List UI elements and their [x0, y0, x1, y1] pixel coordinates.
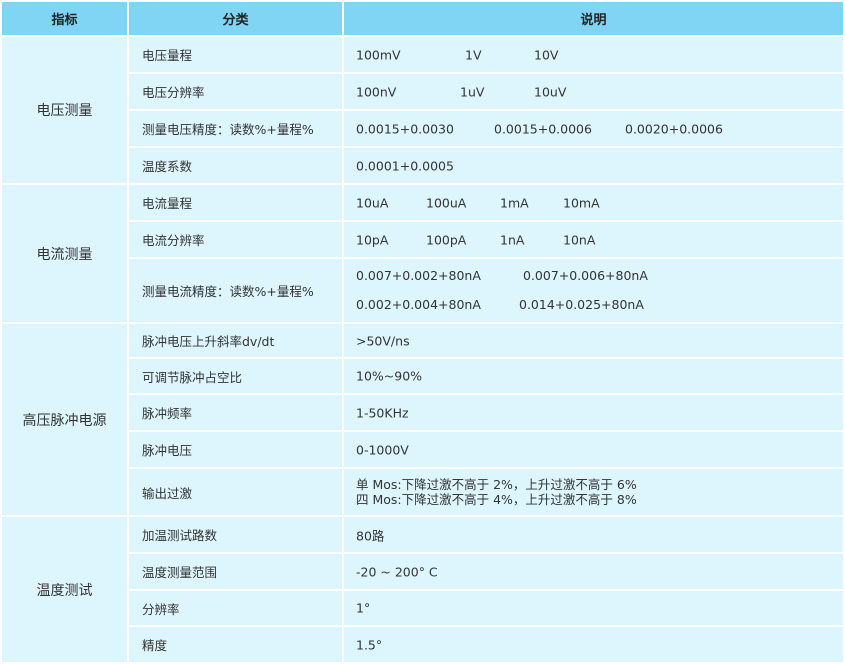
value: 100pA — [426, 232, 467, 247]
description: 1-50KHz — [342, 393, 845, 432]
description: 10uA 100uA 1mA 10mA — [342, 183, 845, 222]
value: 0.0020+0.0006 — [625, 121, 723, 136]
table-row: 电流分辨率 10pA 100pA 1nA 10nA — [1, 220, 845, 259]
category: 电流量程 — [127, 183, 344, 222]
category: 加温测试路数 — [127, 515, 344, 554]
category: 温度系数 — [127, 146, 344, 185]
table-row: 脉冲电压 0-1000V — [1, 430, 845, 469]
value: 1.5° — [356, 637, 383, 652]
value: 0-1000V — [356, 442, 409, 457]
table-row: 温度测量范围 -20 ~ 200° C — [1, 552, 845, 591]
value: 0.007+0.006+80nA — [523, 268, 648, 283]
category: 温度测量范围 — [127, 552, 344, 591]
description: 0-1000V — [342, 430, 845, 469]
table-row: 电流测量 电流量程 10uA 100uA 1mA 10mA — [0, 183, 845, 324]
header-indicator: 指标 — [0, 0, 129, 37]
description: >50V/ns — [342, 322, 845, 359]
category: 脉冲电压 — [127, 430, 344, 469]
value: 100nV — [356, 84, 397, 99]
table-row: 温度测试 加温测试路数 80路 — [0, 515, 845, 664]
description: 10%~90% — [342, 357, 845, 395]
table-row: 脉冲频率 1-50KHz — [1, 393, 845, 432]
value: 1° — [356, 600, 371, 616]
category: 电压量程 — [127, 35, 344, 74]
value: -20 ~ 200° C — [356, 564, 438, 579]
value: 0.0015+0.0030 — [356, 121, 454, 136]
category: 测量电压精度：读数%+量程% — [127, 109, 344, 148]
value: 0.002+0.004+80nA — [356, 297, 481, 312]
table-row: 电压测量 电压量程 100mV 1V 10V — [0, 35, 845, 185]
value: 10mA — [563, 195, 600, 210]
table-row: 输出过激 单 Mos:下降过激不高于 2%，上升过激不高于 6% 四 Mos:下… — [1, 467, 845, 517]
category: 电流分辨率 — [127, 220, 344, 259]
description: 0.0015+0.0030 0.0015+0.0006 0.0020+0.000… — [342, 109, 845, 148]
group-temperature: 温度测试 — [0, 515, 129, 664]
description: 10pA 100pA 1nA 10nA — [342, 220, 845, 259]
description: 100nV 1uV 10uV — [342, 72, 845, 111]
description: 0.007+0.002+80nA 0.007+0.006+80nA 0.002+… — [342, 257, 845, 324]
value: 10%~90% — [356, 368, 423, 384]
table-row: 电压分辨率 100nV 1uV 10uV — [1, 72, 845, 111]
table-row: 分辨率 1° — [1, 589, 845, 627]
description: 100mV 1V 10V — [342, 35, 845, 74]
value: 1V — [465, 47, 482, 62]
value: 1nA — [500, 232, 525, 247]
description: 1.5° — [342, 625, 845, 664]
header-row: 指标 分类 说明 — [0, 0, 845, 37]
value: 0.0015+0.0006 — [494, 121, 592, 136]
category: 可调节脉冲占空比 — [127, 357, 344, 395]
header-category: 分类 — [127, 0, 344, 37]
description: 0.0001+0.0005 — [342, 146, 845, 185]
category: 测量电流精度：读数%+量程% — [127, 257, 344, 324]
table-row: 测量电流精度：读数%+量程% 0.007+0.002+80nA 0.007+0.… — [1, 257, 845, 324]
category: 脉冲频率 — [127, 393, 344, 432]
description: 1° — [342, 589, 845, 627]
table-row: 温度系数 0.0001+0.0005 — [1, 146, 845, 185]
value: 1uV — [460, 84, 485, 99]
value: 10nA — [563, 232, 596, 247]
category: 脉冲电压上升斜率dv/dt — [127, 322, 344, 359]
value: 单 Mos:下降过激不高于 2%，上升过激不高于 6% — [356, 477, 637, 492]
header-description: 说明 — [342, 0, 845, 37]
category: 分辨率 — [127, 589, 344, 627]
value: 100uA — [426, 195, 467, 210]
table-row: 精度 1.5° — [1, 625, 845, 664]
category: 精度 — [127, 625, 344, 664]
value: 80路 — [356, 528, 385, 543]
value: 0.014+0.025+80nA — [519, 297, 644, 312]
table-row: 高压脉冲电源 脉冲电压上升斜率dv/dt >50V/ns — [0, 322, 845, 517]
value: 10uA — [356, 195, 389, 210]
value: 四 Mos:下降过激不高于 4%，上升过激不高于 8% — [356, 492, 637, 507]
group-voltage: 电压测量 — [0, 35, 129, 185]
value: 10V — [534, 47, 559, 62]
value: 10pA — [356, 232, 389, 247]
value: 0.007+0.002+80nA — [356, 268, 481, 283]
group-current: 电流测量 — [0, 183, 129, 324]
value: 0.0001+0.0005 — [356, 158, 454, 173]
table-row: 可调节脉冲占空比 10%~90% — [1, 357, 845, 395]
value: 100mV — [356, 47, 401, 62]
group-pulse: 高压脉冲电源 — [0, 322, 129, 517]
table-row: 测量电压精度：读数%+量程% 0.0015+0.0030 0.0015+0.00… — [1, 109, 845, 148]
value: 1-50KHz — [356, 405, 409, 420]
category: 电压分辨率 — [127, 72, 344, 111]
category: 输出过激 — [127, 467, 344, 517]
description: 80路 — [342, 515, 845, 554]
value: 10uV — [534, 84, 567, 99]
description: -20 ~ 200° C — [342, 552, 845, 591]
value: 1mA — [500, 195, 529, 210]
description: 单 Mos:下降过激不高于 2%，上升过激不高于 6% 四 Mos:下降过激不高… — [342, 467, 845, 517]
value: >50V/ns — [356, 333, 410, 348]
